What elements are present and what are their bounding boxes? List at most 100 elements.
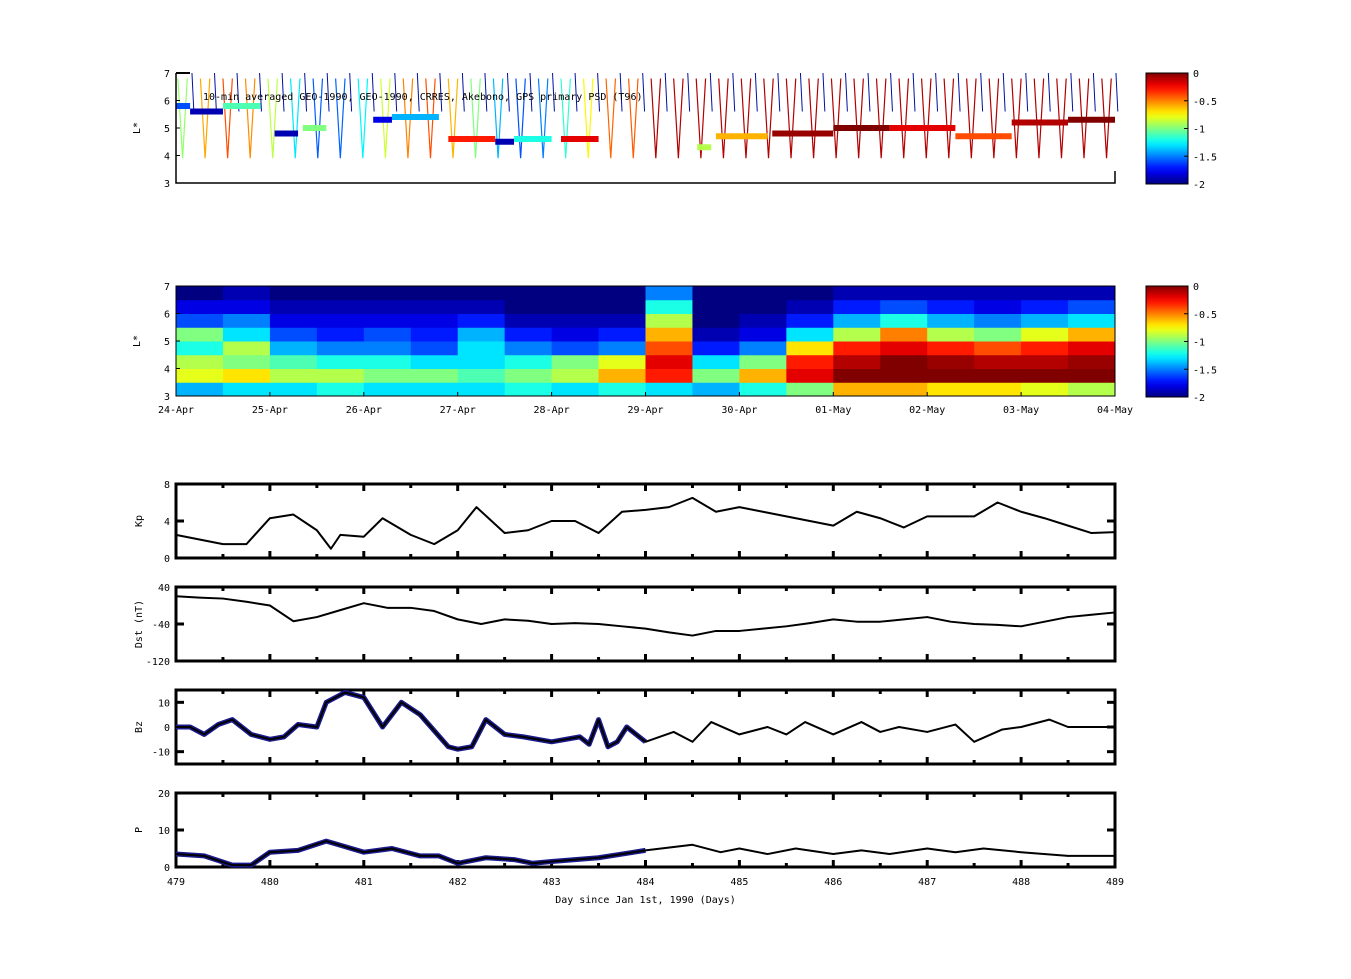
p-point xyxy=(363,851,365,853)
heatmap-cell xyxy=(974,299,1022,314)
heatmap-cell xyxy=(880,382,928,397)
heatmap-cell xyxy=(269,313,318,328)
kp-point xyxy=(316,529,318,532)
p-point xyxy=(1020,851,1022,853)
kp-point xyxy=(832,524,835,527)
bz-point xyxy=(363,696,365,699)
heatmap-cell xyxy=(1068,354,1116,369)
bz-point xyxy=(344,691,346,694)
colorbar-tick-label: 0 xyxy=(1193,69,1199,80)
orbit-trace xyxy=(1070,72,1074,112)
heatmap-cell xyxy=(598,341,646,356)
orbit-trace xyxy=(912,72,916,112)
heatmap-cell xyxy=(927,286,975,301)
bz-point xyxy=(550,741,553,743)
colorbar-tick-label: -0.5 xyxy=(1193,310,1217,321)
kp-point xyxy=(691,497,694,499)
psd-track-segment xyxy=(274,130,299,137)
dst-line xyxy=(175,595,1116,637)
orbit-trace xyxy=(560,78,571,159)
heatmap-cell xyxy=(457,341,506,356)
heatmap-cell xyxy=(269,327,318,342)
y-tick-label: 3 xyxy=(164,179,170,190)
orbit-trace xyxy=(222,78,233,159)
bz-point xyxy=(597,718,600,721)
orbit-trace xyxy=(890,72,893,112)
heatmap-cell xyxy=(504,368,553,383)
dst-point xyxy=(668,631,670,634)
kp-point xyxy=(433,543,436,545)
orbit-trace xyxy=(574,72,578,112)
heatmap-cell xyxy=(504,299,553,314)
x-tick-label: 29-Apr xyxy=(627,405,663,416)
y-tick-label: 10 xyxy=(158,826,170,837)
dst-point xyxy=(245,601,248,603)
p-point xyxy=(513,858,515,861)
bz-point xyxy=(325,701,328,704)
heatmap-cell xyxy=(833,313,881,328)
colorbar-tick-label: -2 xyxy=(1193,393,1205,404)
heatmap-cell xyxy=(1021,286,1069,301)
heatmap-cell xyxy=(645,341,693,356)
heatmap-cell xyxy=(833,286,881,301)
y-tick-label: 3 xyxy=(164,392,170,403)
p-point xyxy=(532,862,534,865)
orbit-trace xyxy=(732,72,736,112)
dst-panel xyxy=(174,585,1117,663)
p-point xyxy=(250,864,252,866)
heatmap-cell xyxy=(316,382,365,397)
kp-line xyxy=(175,496,1116,550)
kp-point xyxy=(785,515,788,518)
kp-point xyxy=(245,543,248,545)
bz-point xyxy=(616,741,619,743)
heatmap-cell xyxy=(786,341,834,356)
bz-point xyxy=(316,726,318,728)
orbit-trace xyxy=(1092,72,1096,112)
orbit-trace xyxy=(380,78,391,159)
heatmap-cell xyxy=(410,368,459,383)
dst-point xyxy=(433,610,436,612)
orbit-trace xyxy=(439,72,443,112)
dst-point xyxy=(339,609,342,611)
heatmap-cell xyxy=(927,354,975,369)
orbit-trace xyxy=(371,72,375,112)
heatmap-cell xyxy=(316,286,365,301)
kp-point xyxy=(1067,524,1069,527)
orbit-trace xyxy=(506,72,510,112)
colorbar xyxy=(1145,72,1189,185)
y-tick-label: 10 xyxy=(158,698,170,709)
heatmap-cell xyxy=(739,286,787,301)
bz-point xyxy=(1067,726,1069,728)
bz-point xyxy=(250,733,252,736)
bz-point xyxy=(297,723,299,726)
orbit-trace xyxy=(335,78,346,159)
heatmap-cell xyxy=(692,313,740,328)
heatmap-cell xyxy=(927,327,975,342)
kp-point xyxy=(597,532,600,534)
y-tick-label: 20 xyxy=(158,789,170,800)
bz-point xyxy=(456,748,459,750)
orbit-trace xyxy=(1047,72,1051,112)
x-tick-label: 27-Apr xyxy=(440,405,476,416)
orbit-trace xyxy=(875,78,887,159)
dst-point xyxy=(1067,616,1069,618)
y-axis-label: P xyxy=(134,827,145,833)
heatmap-cell xyxy=(269,341,318,356)
orbit-trace xyxy=(763,78,774,159)
heatmap-cell xyxy=(927,313,975,328)
heatmap-cell xyxy=(927,368,975,383)
kp-point xyxy=(503,532,506,534)
y-tick-label: -40 xyxy=(152,620,170,631)
y-tick-label: 0 xyxy=(164,723,170,734)
heatmap-cell xyxy=(598,354,646,369)
heatmap-cell xyxy=(833,341,881,356)
colorbar-tick-label: -1 xyxy=(1193,338,1205,349)
p-point xyxy=(691,844,694,846)
heatmap-cell xyxy=(504,354,553,369)
orbit-trace xyxy=(845,72,848,112)
heatmap-cell xyxy=(645,382,693,397)
kp-point xyxy=(550,520,553,522)
bz-point xyxy=(588,743,590,746)
p-point xyxy=(766,853,769,855)
heatmap-cell xyxy=(1068,382,1116,397)
